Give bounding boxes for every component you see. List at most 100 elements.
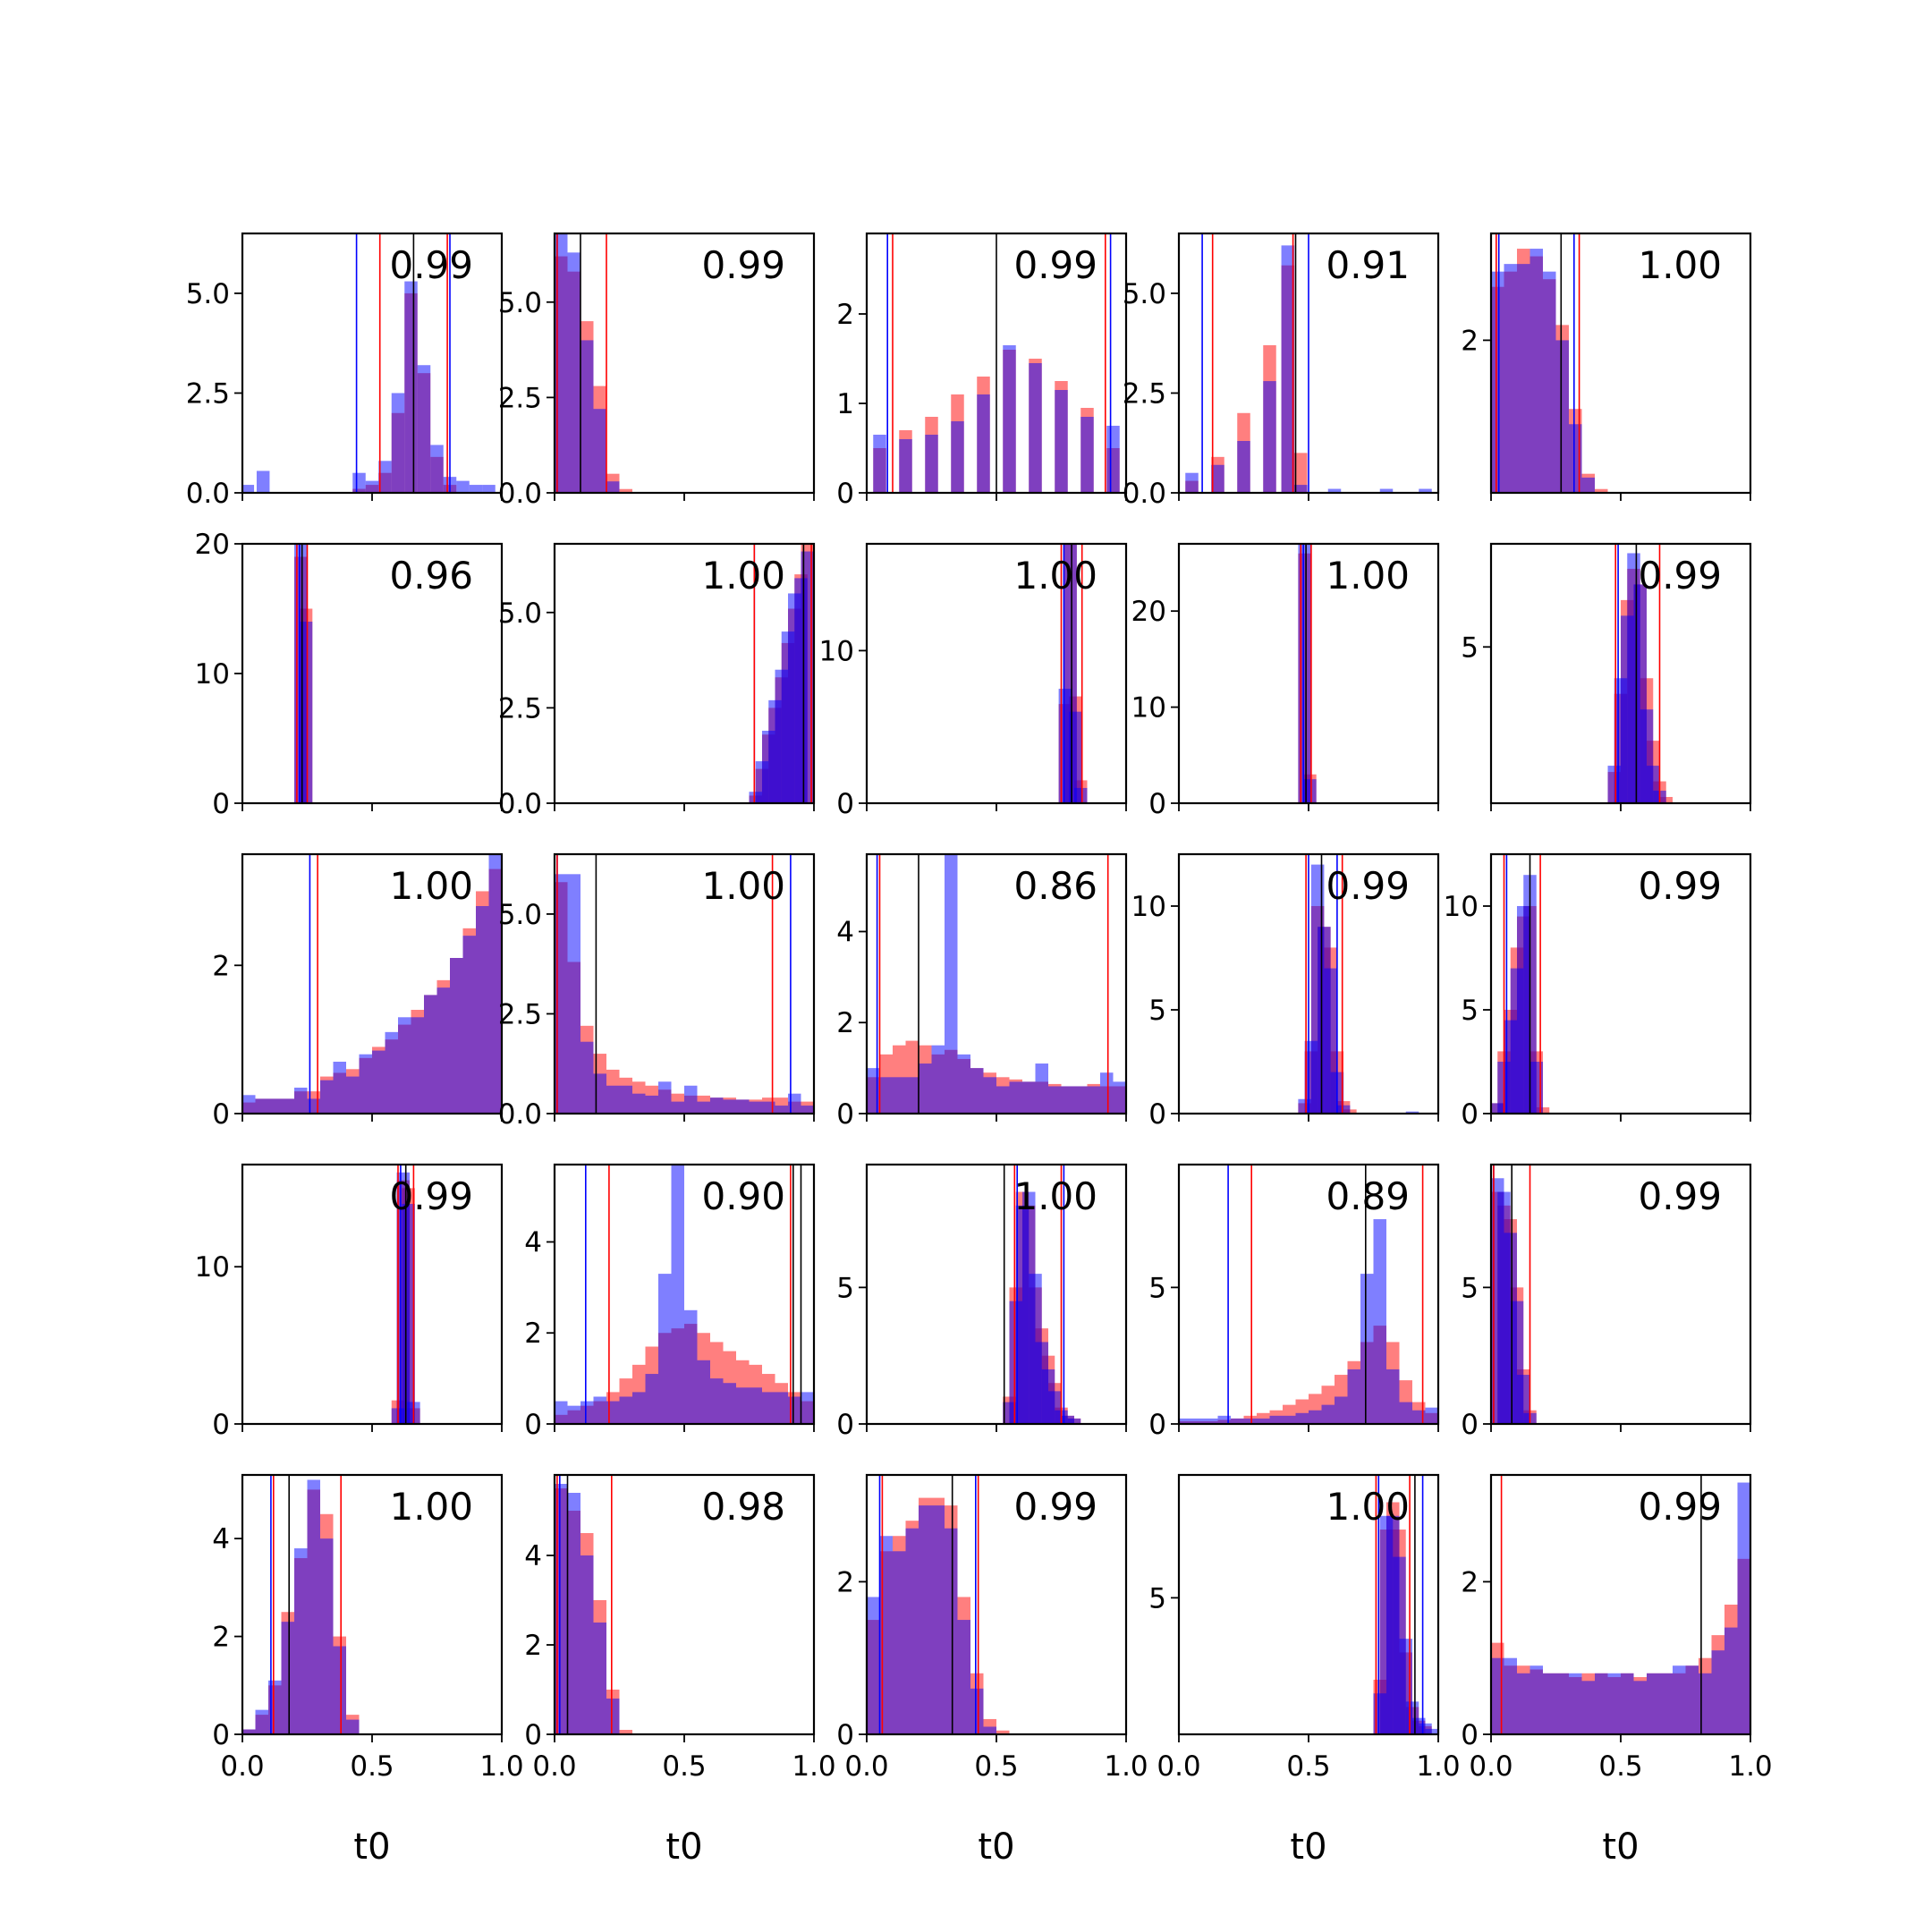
blue-bar-4 (1074, 787, 1088, 803)
x-axis-label-col3: t0 (978, 1826, 1014, 1868)
blue-bar-10 (1106, 426, 1120, 493)
y-tick-label-2: 5 (1461, 1272, 1479, 1304)
blue-bar-3 (580, 1041, 594, 1114)
blue-bar-3 (1517, 1673, 1530, 1734)
score-label: 0.91 (1326, 243, 1410, 287)
blue-bar-9 (1080, 417, 1094, 493)
blue-bar-7 (632, 1392, 646, 1424)
blue-bar-9 (346, 1719, 360, 1734)
blue-bar-17 (1074, 1086, 1088, 1114)
panels-group: 0.0 2.5 5.0 0.99 0.0 2.5 5.0 0.99 0 1 2 0.99 0.0 2.5 5… (186, 232, 1773, 1783)
blue-bar-5 (606, 481, 620, 493)
x-tick-label-1: 0.0 (1469, 1750, 1513, 1783)
y-tick-label-3: 10 (1131, 891, 1166, 923)
score-label: 0.99 (1638, 554, 1722, 597)
blue-bar-8 (333, 1062, 346, 1114)
blue-bar-13 (710, 1097, 724, 1114)
score-label: 0.99 (1013, 1485, 1097, 1529)
blue-bar-2 (879, 1077, 893, 1114)
blue-bar-17 (450, 958, 463, 1114)
blue-bar-11 (372, 1050, 386, 1114)
blue-bar-17 (1386, 1368, 1400, 1424)
panel-25: 0 2 0.0 0.5 1.0 0.99 (1461, 1473, 1773, 1783)
panel-3: 0 1 2 0.99 (836, 232, 1128, 510)
blue-bar-5 (606, 1085, 620, 1114)
y-tick-label-1: 5 (1461, 631, 1479, 664)
blue-bar-4 (1530, 1665, 1543, 1734)
blue-bar-19 (476, 906, 489, 1114)
blue-bar-4 (1263, 381, 1276, 493)
blue-bar-4 (593, 409, 606, 493)
blue-bar-8 (1269, 1415, 1283, 1424)
y-tick-label-2: 2 (212, 1622, 230, 1654)
y-tick-label-1: 0 (524, 1409, 542, 1441)
y-tick-label-2: 2 (836, 1566, 854, 1598)
panel-15: 0 5 10 0.99 (1444, 852, 1752, 1131)
y-tick-label-3: 4 (524, 1226, 542, 1258)
x-tick-label-2: 0.5 (662, 1750, 706, 1783)
blue-bar-18 (1711, 1650, 1724, 1734)
panel-16: 0 10 0.99 (195, 1163, 504, 1441)
blue-bar-15 (424, 995, 437, 1114)
blue-bar-6 (1003, 345, 1016, 493)
x-tick-label-3: 1.0 (1104, 1750, 1148, 1783)
blue-bar-20 (1737, 1482, 1750, 1734)
blue-bar-4 (1530, 249, 1543, 493)
blue-bar-1 (1185, 472, 1199, 493)
blue-bar-5 (1543, 271, 1556, 493)
blue-bar-3 (1517, 264, 1530, 493)
y-tick-label-3: 2 (836, 299, 854, 331)
x-tick-label-1: 0.0 (532, 1750, 576, 1783)
score-label: 1.00 (1326, 1485, 1410, 1529)
y-tick-label-2: 10 (1131, 692, 1166, 724)
score-label: 0.86 (1013, 864, 1097, 908)
y-tick-label-2: 5 (836, 1272, 854, 1304)
blue-bar-13 (482, 485, 496, 493)
blue-bar-8 (1379, 488, 1394, 493)
panel-11: 021.00 (212, 852, 504, 1131)
blue-bar-8 (333, 1646, 346, 1734)
panel-23: 0 2 0.0 0.5 1.0 0.99 (836, 1473, 1148, 1783)
blue-bar-4 (593, 1396, 606, 1424)
panel-1: 0.0 2.5 5.0 0.99 (186, 232, 504, 510)
blue-bar-10 (359, 1054, 372, 1114)
blue-bar-6 (931, 1045, 945, 1114)
blue-bar-2 (567, 1493, 580, 1734)
x-tick-label-1: 0.0 (1157, 1750, 1200, 1783)
blue-bar-9 (970, 1068, 984, 1114)
blue-bar-5 (1231, 1418, 1244, 1424)
y-tick-label-1: 0 (1148, 788, 1166, 820)
y-tick-label-3: 20 (1131, 596, 1166, 628)
y-tick-label-1: 0.0 (498, 788, 542, 820)
blue-bar-13 (1647, 1673, 1660, 1734)
blue-bar-4 (365, 480, 379, 493)
blue-bar-4 (905, 1077, 919, 1114)
y-tick-label-2: 2 (1461, 1566, 1479, 1598)
blue-bar-7 (1257, 1418, 1270, 1424)
score-label: 0.99 (1638, 1174, 1722, 1218)
y-tick-label-2: 5 (1148, 1272, 1166, 1304)
y-tick-label-2: 10 (195, 658, 230, 691)
blue-bar-3 (1237, 441, 1250, 493)
blue-bar-7 (320, 1080, 334, 1114)
y-tick-label-3: 4 (836, 916, 854, 948)
blue-bar-5 (1543, 1673, 1556, 1734)
panel-21: 0 2 4 0.0 0.5 1.0 1.00 (212, 1473, 524, 1783)
blue-bar-12 (697, 1360, 710, 1424)
y-tick-label-2: 2 (212, 950, 230, 982)
blue-bar-5 (378, 461, 392, 493)
blue-bar-9 (430, 445, 444, 493)
panel-6: 0 10 20 0.96 (195, 529, 504, 820)
blue-bar-3 (268, 1098, 282, 1114)
y-tick-label-1: 0.0 (498, 478, 542, 510)
y-tick-label-2: 2.5 (1123, 377, 1166, 410)
blue-bar-19 (1100, 1072, 1114, 1114)
x-tick-label-2: 0.5 (1286, 1750, 1330, 1783)
blue-bar-16 (1061, 1086, 1074, 1114)
blue-bar-9 (1283, 1415, 1296, 1424)
blue-bar-16 (436, 987, 450, 1114)
score-label: 0.99 (1638, 1485, 1722, 1529)
blue-bar-2 (1191, 1418, 1205, 1424)
blue-bar-4 (281, 1098, 294, 1114)
blue-bar-4 (593, 1623, 606, 1734)
